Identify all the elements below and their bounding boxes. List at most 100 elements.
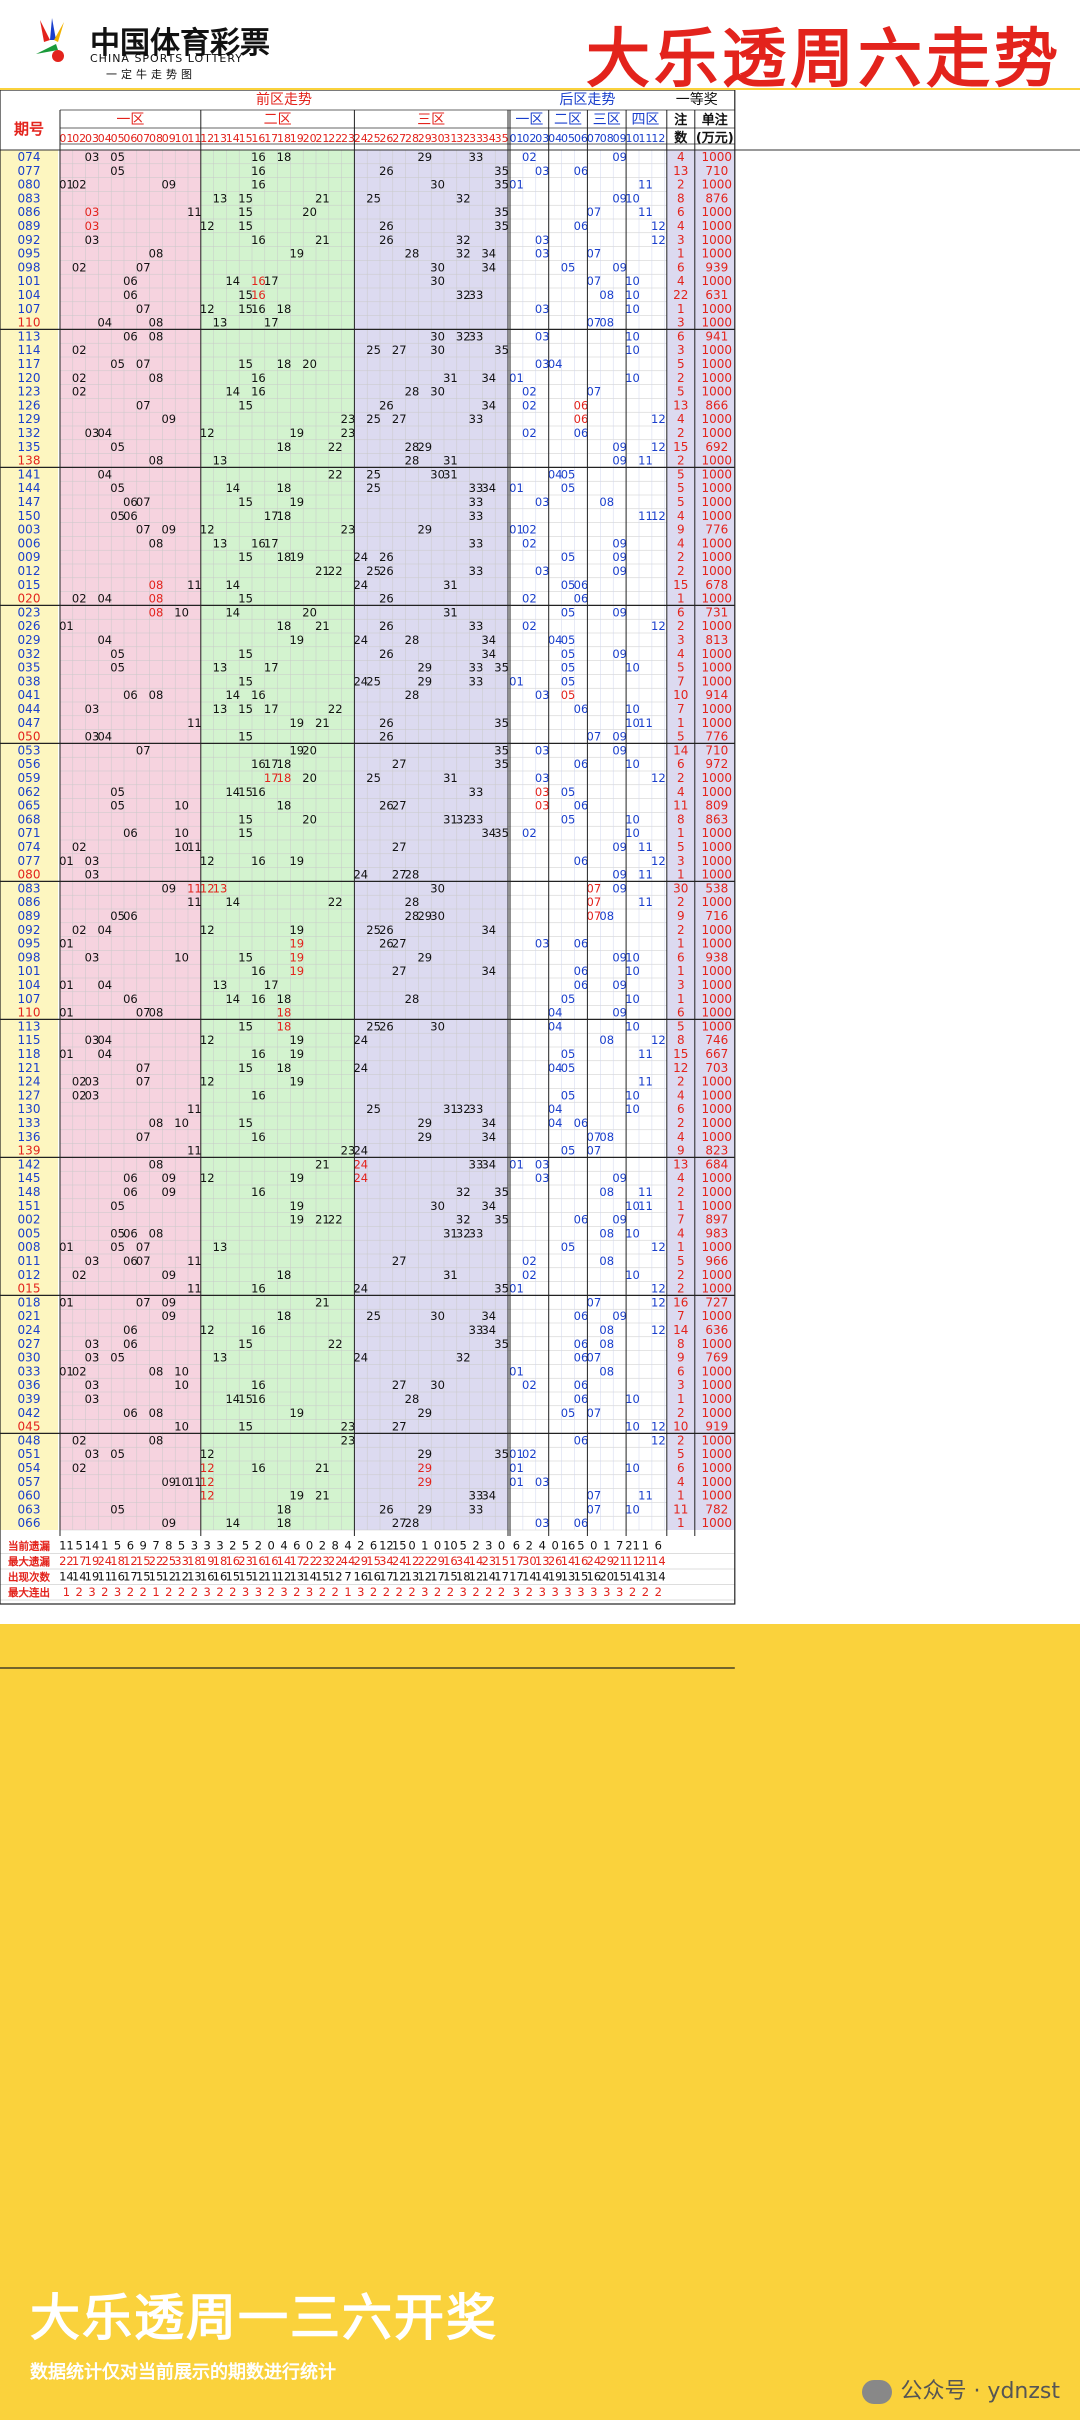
front-number-header: 16 — [251, 132, 265, 145]
front-ball: 14 — [225, 605, 240, 619]
front-ball: 27 — [392, 964, 407, 978]
stats-value: 15 — [443, 1570, 458, 1584]
front-ball: 29 — [417, 523, 432, 537]
front-ball: 19 — [289, 716, 304, 730]
period-cell: 110 — [18, 1006, 41, 1020]
prize-amount: 1000 — [702, 1171, 733, 1185]
period-header: 期号 — [14, 120, 44, 138]
period-cell: 027 — [18, 1337, 41, 1351]
back-ball: 10 — [625, 329, 640, 343]
period-cell: 077 — [18, 854, 41, 868]
front-ball: 18 — [277, 481, 292, 495]
front-ball: 16 — [251, 1130, 266, 1144]
stats-value: 22 — [59, 1554, 74, 1568]
back-ball: 05 — [561, 1240, 576, 1254]
front-ball: 15 — [238, 1420, 253, 1434]
front-ball: 24 — [353, 1351, 368, 1365]
front-ball: 34 — [481, 371, 496, 385]
back-ball: 10 — [625, 371, 640, 385]
prize-amount: 1000 — [702, 592, 733, 606]
stats-value: 3 — [280, 1585, 287, 1599]
prize-count: 2 — [677, 426, 685, 440]
prize-count: 5 — [677, 661, 685, 675]
stats-value: 3 — [460, 1585, 467, 1599]
front-ball: 32 — [456, 233, 471, 247]
back-ball: 09 — [612, 454, 627, 468]
period-cell: 020 — [18, 592, 41, 606]
back-zone-label: 三区 — [593, 112, 621, 128]
front-ball: 26 — [379, 799, 394, 813]
prize-amount: 941 — [705, 329, 728, 343]
front-ball: 33 — [469, 412, 484, 426]
front-ball: 02 — [72, 1364, 87, 1378]
front-ball: 32 — [456, 288, 471, 302]
back-ball: 06 — [574, 398, 589, 412]
front-ball: 21 — [315, 564, 330, 578]
front-ball: 13 — [213, 191, 228, 205]
prize-amount: 1000 — [702, 178, 733, 192]
front-ball: 16 — [251, 274, 266, 288]
back-ball: 08 — [599, 1185, 614, 1199]
front-ball: 05 — [110, 1199, 125, 1213]
front-ball: 13 — [213, 661, 228, 675]
stats-value: 13 — [405, 1570, 420, 1584]
front-ball: 28 — [405, 688, 420, 702]
front-zone-label: 二区 — [264, 112, 292, 128]
front-ball: 29 — [417, 674, 432, 688]
back-ball: 12 — [651, 1420, 666, 1434]
period-cell: 005 — [18, 1226, 41, 1240]
prize-amount: 1000 — [702, 1185, 733, 1199]
stats-value: 2 — [216, 1585, 223, 1599]
prize-amount: 1000 — [702, 1199, 733, 1213]
stats-value: 2 — [447, 1585, 454, 1599]
stats-value: 3 — [306, 1585, 313, 1599]
period-cell: 008 — [18, 1240, 41, 1254]
front-ball: 09 — [161, 881, 176, 895]
front-ball: 26 — [379, 716, 394, 730]
front-ball: 32 — [456, 1226, 471, 1240]
front-ball: 18 — [277, 619, 292, 633]
prize-count: 13 — [673, 1157, 688, 1171]
front-ball: 29 — [417, 950, 432, 964]
back-ball: 09 — [612, 260, 627, 274]
watermark: 公众号 · ydnzst — [862, 2373, 1060, 2405]
front-ball: 22 — [328, 1213, 343, 1227]
front-ball: 31 — [443, 467, 458, 481]
stats-value: 3 — [191, 1539, 198, 1553]
back-ball: 09 — [612, 1309, 627, 1323]
front-number-header: 30 — [431, 132, 445, 145]
back-ball: 07 — [587, 1489, 602, 1503]
back-ball: 10 — [625, 1199, 640, 1213]
back-number-header: 01 — [509, 132, 523, 145]
period-cell: 120 — [18, 371, 41, 385]
prize-amount: 1000 — [702, 509, 733, 523]
front-ball: 16 — [251, 964, 266, 978]
period-cell: 083 — [18, 881, 41, 895]
front-ball: 03 — [85, 702, 100, 716]
footer: 大乐透周一三六开奖 数据统计仅对当前展示的期数进行统计 公众号 · ydnzst — [0, 2268, 1080, 2420]
front-ball: 19 — [289, 426, 304, 440]
stats-value: 2 — [332, 1585, 339, 1599]
stats-value: 14 — [651, 1570, 666, 1584]
amount-header: (万元) — [696, 131, 734, 146]
prize-amount: 1000 — [702, 550, 733, 564]
front-ball: 27 — [392, 1420, 407, 1434]
period-cell: 047 — [18, 716, 41, 730]
front-ball: 09 — [161, 1171, 176, 1185]
stats-value: 16 — [251, 1554, 266, 1568]
front-number-header: 23 — [341, 132, 355, 145]
prize-amount: 1000 — [702, 1309, 733, 1323]
stats-value: 2 — [472, 1585, 479, 1599]
prize-count: 5 — [677, 495, 685, 509]
front-ball: 26 — [379, 730, 394, 744]
prize-amount: 1000 — [702, 826, 733, 840]
front-ball: 12 — [200, 1461, 215, 1475]
back-ball: 01 — [509, 1364, 524, 1378]
front-ball: 04 — [97, 923, 112, 937]
front-ball: 33 — [469, 1226, 484, 1240]
front-ball: 18 — [277, 1019, 292, 1033]
prize-amount: 1000 — [702, 274, 733, 288]
back-ball: 06 — [574, 1433, 589, 1447]
back-ball: 04 — [548, 1102, 563, 1116]
